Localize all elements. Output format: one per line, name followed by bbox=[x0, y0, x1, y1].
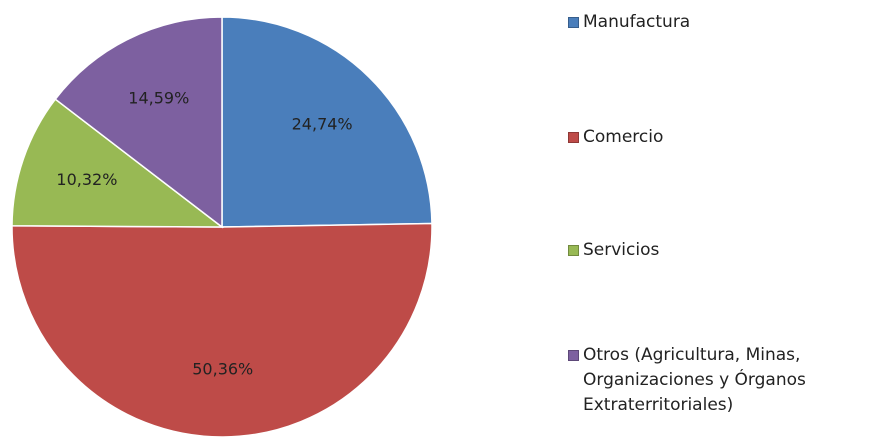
legend-item: Servicios bbox=[568, 238, 868, 263]
pie-slice bbox=[11, 98, 225, 228]
legend-swatch bbox=[568, 17, 579, 28]
pie-slice bbox=[221, 16, 433, 228]
legend-item: Manufactura bbox=[568, 10, 868, 35]
pie-area: 24,74% 50,36% 10,32% 14,59% bbox=[11, 16, 433, 438]
legend-swatch bbox=[568, 245, 579, 256]
data-label: 10,32% bbox=[56, 170, 117, 189]
legend-swatch bbox=[568, 350, 579, 361]
legend-label: Servicios bbox=[583, 240, 660, 260]
legend-swatch bbox=[568, 132, 579, 143]
data-label: 14,59% bbox=[128, 88, 189, 107]
data-label: 24,74% bbox=[292, 115, 353, 134]
pie-slice bbox=[54, 16, 223, 229]
legend-item: Comercio bbox=[568, 125, 868, 150]
legend-item: Otros (Agricultura, Minas, Organizacione… bbox=[568, 343, 868, 418]
pie-slice bbox=[11, 222, 433, 438]
legend-label: Otros (Agricultura, Minas, Organizacione… bbox=[583, 345, 806, 415]
legend-label: Manufactura bbox=[583, 12, 691, 32]
legend-label: Comercio bbox=[583, 127, 664, 147]
data-label: 50,36% bbox=[192, 359, 253, 378]
